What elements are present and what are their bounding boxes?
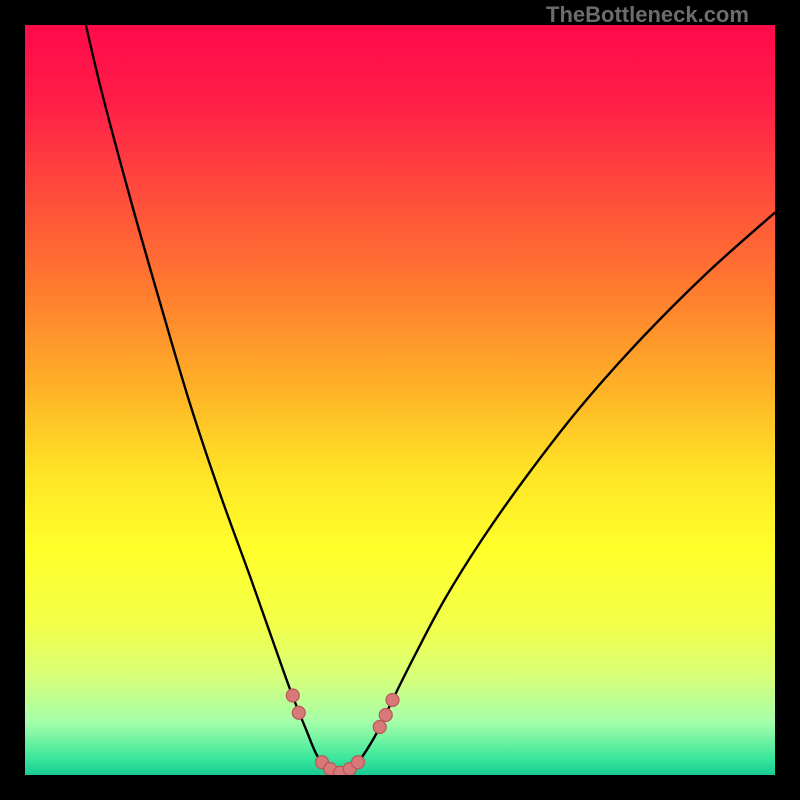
data-point <box>386 694 399 707</box>
data-point <box>373 721 386 734</box>
chart-frame: TheBottleneck.com <box>0 0 800 800</box>
data-point <box>286 689 299 702</box>
bottleneck-chart <box>0 0 800 800</box>
data-point <box>379 709 392 722</box>
watermark-text: TheBottleneck.com <box>546 2 749 28</box>
data-point <box>292 706 305 719</box>
data-point <box>352 756 365 769</box>
curve-line <box>78 0 776 773</box>
